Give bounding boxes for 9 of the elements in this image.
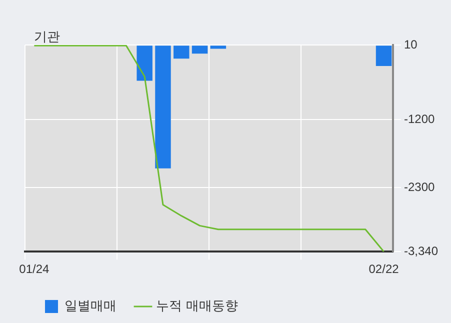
legend-label: 누적 매매동향 <box>156 298 238 314</box>
x-tick-label: 02/22 <box>368 262 400 276</box>
x-tick-label: 01/24 <box>19 262 50 276</box>
legend-label: 일별매매 <box>64 298 116 314</box>
y-tick-label: -3,340 <box>404 244 438 258</box>
y-tick-label: 10 <box>404 37 418 52</box>
y-tick-label: -1200 <box>404 112 435 126</box>
y-tick-label: -2300 <box>404 180 435 194</box>
chart-title: 기관 <box>34 29 60 46</box>
